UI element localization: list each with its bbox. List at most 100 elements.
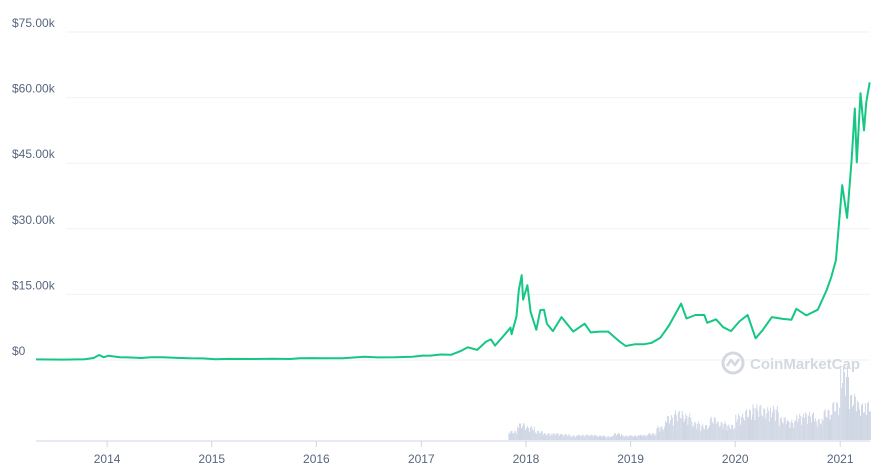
volume-bar	[547, 433, 549, 440]
volume-bar	[592, 436, 594, 440]
volume-bar	[640, 434, 642, 440]
volume-bar	[774, 421, 776, 440]
volume-bar	[864, 403, 866, 440]
volume-bar	[698, 421, 700, 440]
volume-bar	[806, 414, 808, 440]
volume-bar	[584, 435, 586, 440]
volume-bar	[523, 424, 525, 440]
volume-bar	[527, 427, 529, 440]
volume-bar	[638, 435, 640, 440]
volume-bar	[753, 408, 755, 440]
volume-bar	[761, 415, 763, 440]
price-line	[35, 82, 871, 361]
volume-bar	[791, 419, 793, 440]
volume-bar	[755, 408, 757, 440]
volume-bar	[763, 408, 765, 440]
volume-bar	[554, 435, 556, 440]
volume-bar	[602, 435, 604, 440]
volume-bar	[552, 433, 554, 440]
volume-bar	[508, 432, 510, 440]
volume-bar	[593, 435, 595, 440]
volume-bar	[795, 420, 797, 440]
volume-bar	[777, 412, 779, 440]
volume-bar	[717, 422, 719, 440]
volume-bar	[694, 421, 696, 440]
volume-bar	[862, 412, 864, 440]
volume-bar	[802, 416, 804, 440]
volume-bar	[782, 423, 784, 440]
volume-bar	[524, 429, 526, 440]
volume-bar	[597, 437, 599, 440]
volume-bar	[720, 421, 722, 440]
volume-bar	[844, 372, 846, 440]
volume-bar	[673, 414, 675, 440]
volume-bar	[862, 403, 863, 440]
volume-bar	[549, 436, 551, 440]
volume-bar	[660, 427, 662, 440]
volume-bar	[827, 409, 829, 440]
volume-bar	[642, 436, 644, 440]
volume-bar	[661, 426, 663, 440]
volume-bar	[822, 420, 824, 440]
volume-bar	[853, 393, 855, 440]
volume-bar	[665, 420, 666, 440]
volume-bar	[757, 410, 759, 440]
volume-bar	[683, 422, 685, 440]
volume-bar	[517, 426, 519, 440]
volume-bar	[811, 422, 813, 440]
watermark: CoinMarketCap	[721, 351, 860, 375]
volume-bar	[543, 433, 545, 440]
volume-bar	[614, 433, 616, 440]
volume-bar	[589, 436, 591, 440]
volume-bar	[770, 417, 772, 440]
volume-bar	[522, 426, 523, 440]
volume-bar	[684, 419, 686, 440]
volume-bar	[790, 422, 792, 440]
volume-bar	[817, 419, 819, 440]
volume-bar	[634, 435, 636, 440]
volume-bar	[637, 435, 639, 440]
volume-bar	[800, 416, 802, 440]
volume-bar	[541, 431, 543, 440]
grid-lines	[66, 31, 870, 361]
volume-bar	[567, 435, 569, 440]
volume-bar	[618, 433, 619, 440]
volume-bar	[610, 437, 612, 440]
volume-bar	[616, 435, 617, 440]
volume-bar	[861, 404, 862, 440]
volume-bar	[579, 435, 581, 440]
volume-bar	[700, 430, 702, 440]
volume-bar	[582, 434, 584, 440]
volume-bar	[748, 417, 749, 440]
volume-bar	[867, 401, 869, 440]
y-tick-label: $15.00k	[12, 278, 56, 292]
volume-bar	[530, 426, 532, 440]
volume-bar	[646, 435, 648, 440]
volume-bar	[680, 418, 682, 440]
volume-bar	[601, 437, 603, 440]
volume-bar	[631, 435, 633, 440]
volume-bar	[729, 427, 731, 440]
volume-bar	[863, 412, 865, 440]
volume-bar	[696, 428, 698, 440]
volume-bar	[658, 427, 660, 440]
volume-bar	[526, 426, 528, 440]
volume-bars	[508, 365, 871, 440]
volume-bar	[667, 416, 669, 440]
volume-bar	[544, 433, 546, 440]
volume-bar	[846, 377, 847, 440]
volume-bar	[820, 424, 822, 440]
x-axis: 2014 2015 2016 2017 2018 2019 2020 2021	[36, 440, 870, 466]
volume-bar	[675, 415, 677, 440]
volume-bar	[838, 415, 840, 440]
volume-bar	[735, 414, 737, 440]
volume-bar	[641, 435, 643, 440]
volume-bar	[847, 365, 848, 440]
volume-bar	[751, 419, 752, 440]
volume-bar	[533, 426, 535, 440]
volume-bar	[845, 395, 847, 440]
volume-bar	[632, 437, 634, 440]
volume-bar	[809, 411, 811, 440]
volume-bar	[623, 437, 625, 440]
